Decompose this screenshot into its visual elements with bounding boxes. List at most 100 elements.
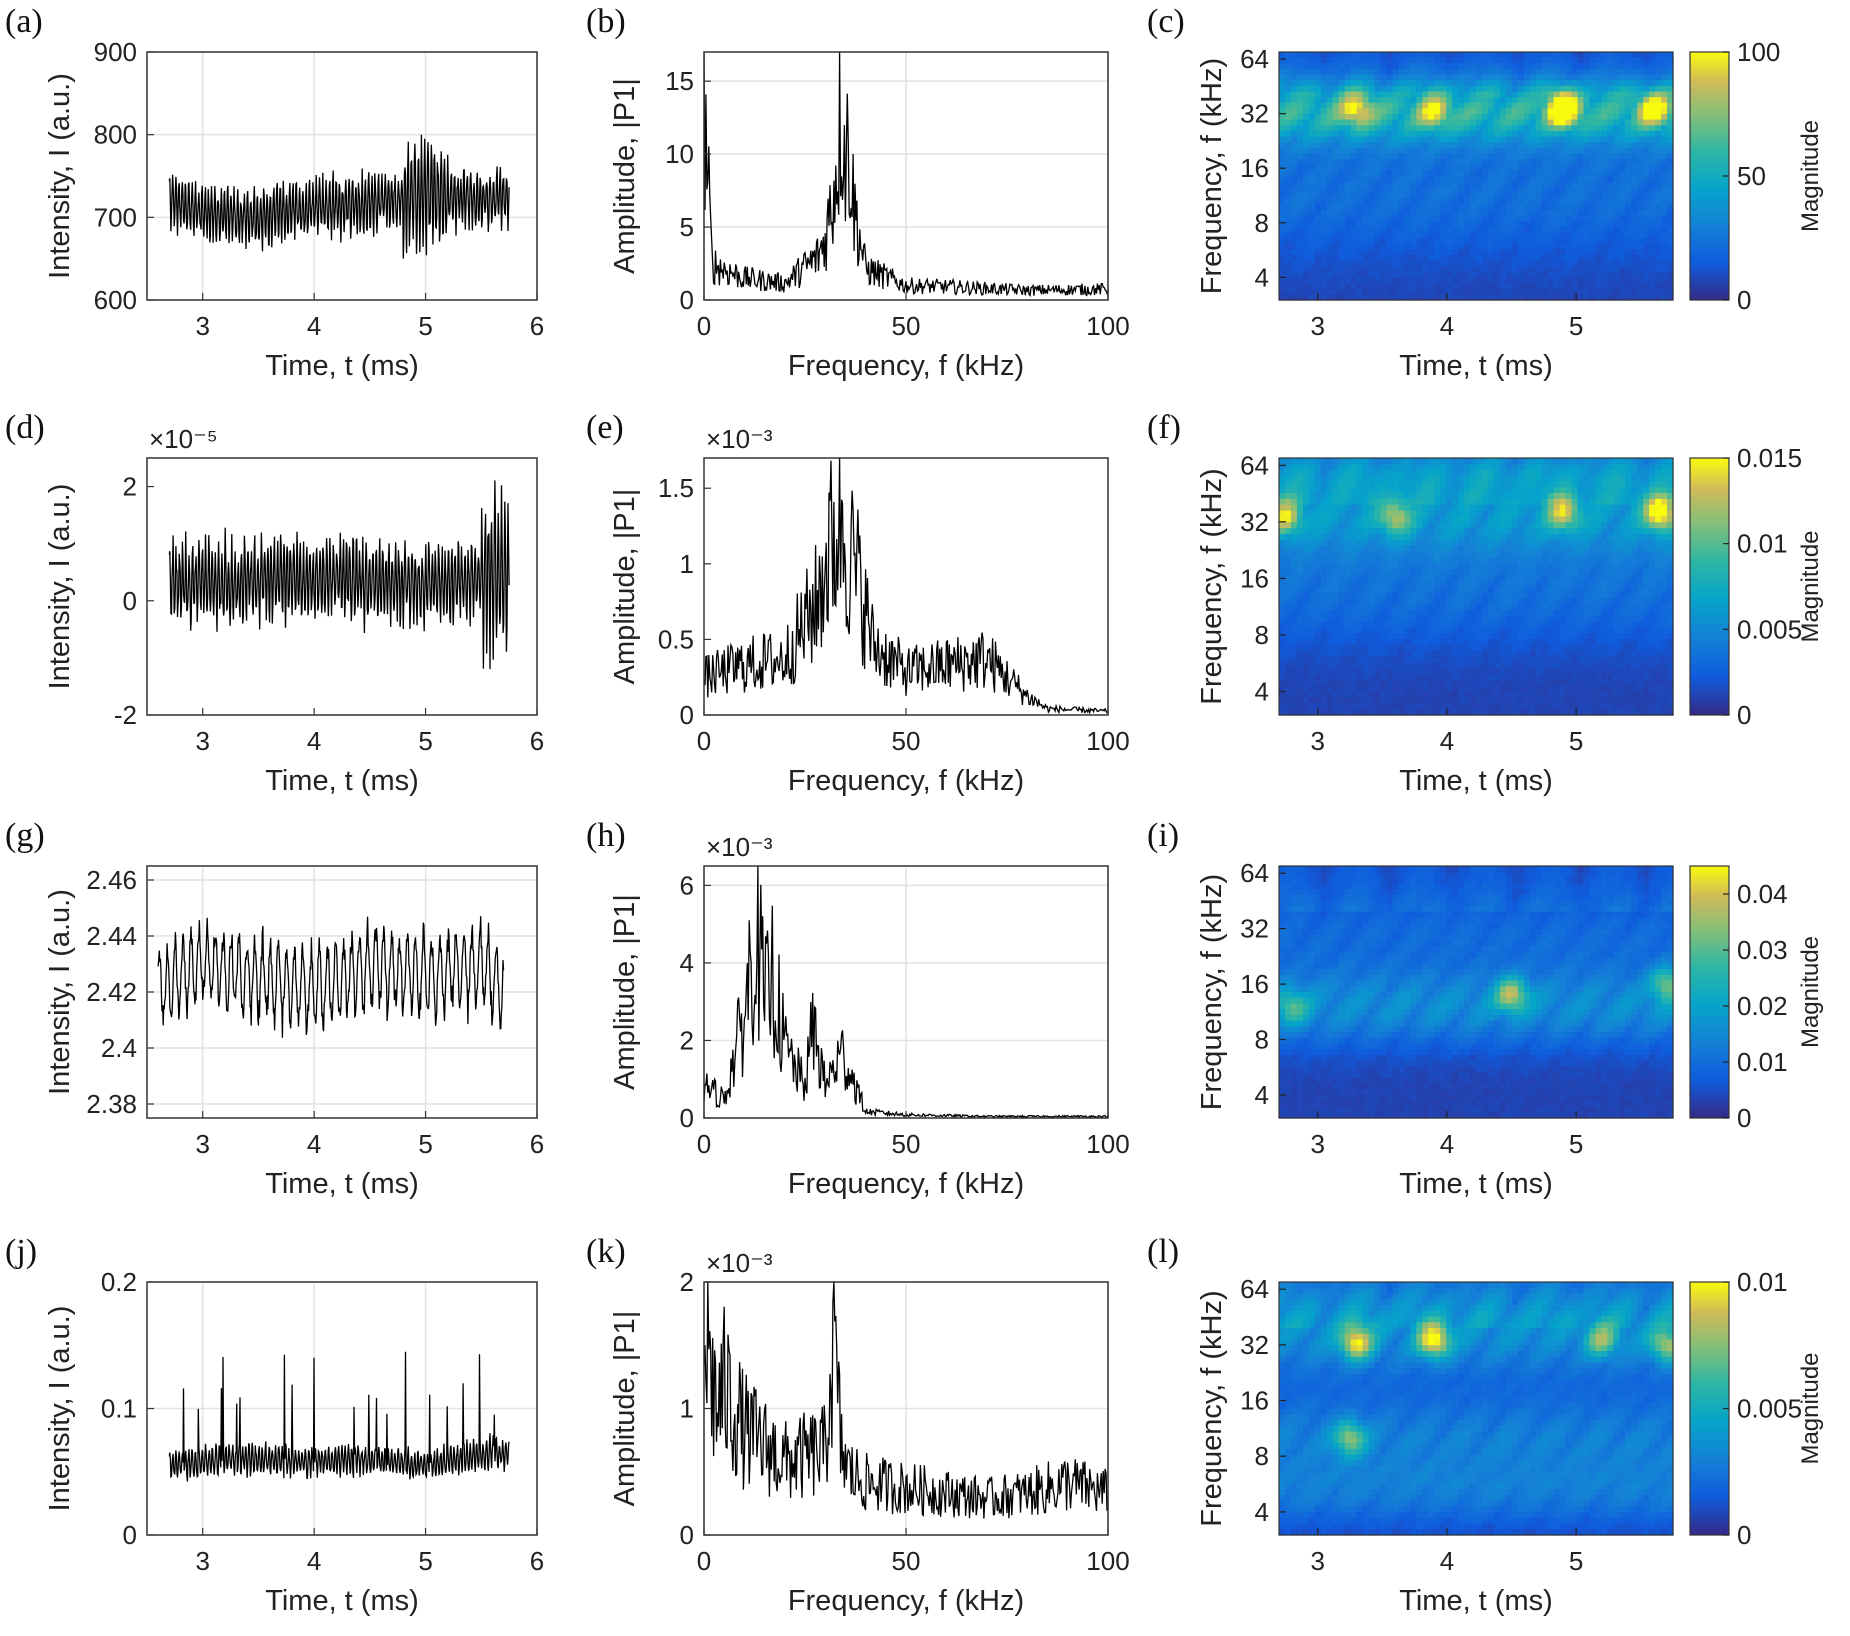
panel-label-a: (a) bbox=[5, 3, 43, 40]
y-tick-label: 4 bbox=[680, 948, 694, 978]
panel-c: (c) 3 4 5 4 8 16 32 64 Time, t (ms) Frequency, f (… bbox=[1147, 3, 1824, 382]
y-tick-label: 32 bbox=[1240, 99, 1269, 129]
x-tick-label: 4 bbox=[1440, 1129, 1454, 1159]
y-tick-label: 4 bbox=[1255, 1497, 1269, 1527]
x-tick-label: 5 bbox=[1569, 1129, 1583, 1159]
panel-a: (a) 3 4 5 6 600 700 800 900 Time, t (ms) Intensity… bbox=[5, 3, 544, 382]
x-tick-label: 5 bbox=[418, 1129, 432, 1159]
axis-multiplier: ×10⁻³ bbox=[706, 832, 773, 862]
y-tick-label: 32 bbox=[1240, 1330, 1269, 1360]
x-axis-label: Time, t (ms) bbox=[265, 765, 419, 797]
x-tick-label: 6 bbox=[530, 1546, 544, 1576]
axes-frame bbox=[1278, 865, 1674, 1119]
y-axis-label: Amplitude, |P1| bbox=[609, 1311, 641, 1507]
colorbar-tick-label: 0.005 bbox=[1737, 1394, 1802, 1424]
colorbar-tick-label: 100 bbox=[1737, 37, 1780, 67]
y-tick-label: 1.5 bbox=[658, 473, 694, 503]
axes-frame bbox=[146, 457, 538, 716]
x-tick-label: 5 bbox=[1569, 1546, 1583, 1576]
x-axis-label: Time, t (ms) bbox=[265, 1168, 419, 1200]
y-tick-label: 6 bbox=[680, 870, 694, 900]
colorbar-tick-label: 0.015 bbox=[1737, 443, 1802, 473]
colorbar-tick-label: 0.02 bbox=[1737, 991, 1788, 1021]
series-line-g bbox=[157, 916, 505, 1038]
colorbar-tick-label: 0.01 bbox=[1737, 529, 1788, 559]
panel-f: (f) 3 4 5 4 8 16 32 64 Time, t (ms) Frequency, f (… bbox=[1147, 409, 1824, 797]
colorbar-label: Magnitude bbox=[1797, 120, 1824, 232]
y-tick-label: 0.5 bbox=[658, 624, 694, 654]
x-axis-label: Time, t (ms) bbox=[1399, 350, 1553, 382]
y-axis-label: Frequency, f (kHz) bbox=[1196, 1290, 1228, 1526]
y-tick-label: 0.2 bbox=[101, 1267, 137, 1297]
colorbar bbox=[1689, 51, 1730, 301]
x-tick-label: 3 bbox=[1311, 1129, 1325, 1159]
x-tick-label: 5 bbox=[418, 1546, 432, 1576]
y-tick-label: 2.46 bbox=[86, 865, 137, 895]
y-axis-label: Intensity, I (a.u.) bbox=[44, 484, 76, 690]
colorbar-tick-label: 0 bbox=[1737, 700, 1751, 730]
series-line-d bbox=[168, 480, 510, 670]
y-tick-label: 16 bbox=[1240, 969, 1269, 999]
y-tick-label: 64 bbox=[1240, 450, 1269, 480]
y-tick-label: 1 bbox=[680, 1394, 694, 1424]
x-tick-label: 3 bbox=[1311, 1546, 1325, 1576]
x-tick-label: 3 bbox=[1311, 311, 1325, 341]
axes-frame bbox=[146, 51, 538, 301]
y-tick-label: 1 bbox=[680, 549, 694, 579]
axis-multiplier: ×10⁻⁵ bbox=[149, 424, 218, 454]
y-tick-label: 0 bbox=[680, 700, 694, 730]
series-line-a bbox=[168, 134, 510, 259]
colorbar-tick-label: 0.03 bbox=[1737, 935, 1788, 965]
y-tick-label: 2.4 bbox=[101, 1033, 137, 1063]
colorbar-tick-label: 0 bbox=[1737, 1103, 1751, 1133]
y-tick-label: 2.42 bbox=[86, 977, 137, 1007]
colorbar-tick-label: 0.01 bbox=[1737, 1047, 1788, 1077]
y-tick-label: 800 bbox=[94, 120, 137, 150]
y-tick-label: 0 bbox=[123, 1520, 137, 1550]
x-tick-label: 3 bbox=[195, 726, 209, 756]
y-tick-label: 4 bbox=[1255, 1080, 1269, 1110]
x-tick-label: 4 bbox=[1440, 1546, 1454, 1576]
y-tick-label: 0 bbox=[680, 1103, 694, 1133]
y-tick-label: 5 bbox=[680, 212, 694, 242]
colorbar-label: Magnitude bbox=[1797, 530, 1824, 642]
x-tick-label: 4 bbox=[307, 1129, 321, 1159]
y-axis-label: Intensity, I (a.u.) bbox=[44, 1306, 76, 1512]
panel-label-f: (f) bbox=[1147, 409, 1181, 446]
x-tick-label: 4 bbox=[307, 311, 321, 341]
panel-j: (j) 3 4 5 6 0 0.1 0.2 Time, t (ms) Intensity, I (… bbox=[5, 1233, 544, 1617]
x-tick-label: 100 bbox=[1086, 1546, 1129, 1576]
y-axis-label: Intensity, I (a.u.) bbox=[44, 73, 76, 279]
plot-area bbox=[704, 458, 1108, 715]
axes-frame bbox=[1278, 1281, 1674, 1536]
x-tick-label: 3 bbox=[195, 311, 209, 341]
series-line-e bbox=[704, 458, 1108, 715]
colorbar bbox=[1689, 457, 1730, 716]
axes-frame bbox=[1278, 457, 1674, 716]
x-tick-label: 4 bbox=[1440, 311, 1454, 341]
x-tick-label: 5 bbox=[418, 311, 432, 341]
colorbar-tick-label: 0.005 bbox=[1737, 614, 1802, 644]
y-tick-label: 32 bbox=[1240, 914, 1269, 944]
colorbar-tick-label: 0.04 bbox=[1737, 879, 1788, 909]
x-tick-label: 50 bbox=[892, 1546, 921, 1576]
series-line-j bbox=[168, 1351, 510, 1482]
heatmap-cells bbox=[1279, 52, 1674, 301]
y-tick-label: 900 bbox=[94, 37, 137, 67]
y-tick-label: 32 bbox=[1240, 507, 1269, 537]
x-axis-label: Time, t (ms) bbox=[265, 350, 419, 382]
y-tick-label: 0 bbox=[680, 1520, 694, 1550]
colorbar-tick-label: 0 bbox=[1737, 285, 1751, 315]
x-tick-label: 6 bbox=[530, 1129, 544, 1159]
y-tick-label: 16 bbox=[1240, 1386, 1269, 1416]
colorbar bbox=[1689, 1281, 1730, 1536]
colorbar-tick-label: 50 bbox=[1737, 161, 1766, 191]
x-tick-label: 0 bbox=[697, 726, 711, 756]
axis-multiplier: ×10⁻³ bbox=[706, 424, 773, 454]
colorbar-label: Magnitude bbox=[1797, 936, 1824, 1048]
x-axis-label: Frequency, f (kHz) bbox=[788, 350, 1024, 382]
x-axis-label: Frequency, f (kHz) bbox=[788, 765, 1024, 797]
y-tick-label: 2 bbox=[680, 1025, 694, 1055]
panel-h: (h) 0 50 100 0 2 4 6 ×10⁻³ Frequency, f (kHz) Ampl… bbox=[586, 817, 1130, 1200]
